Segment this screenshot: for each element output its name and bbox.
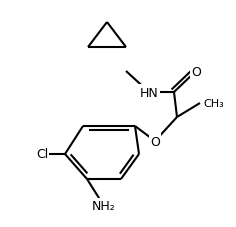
Text: HN: HN [140,86,158,99]
Text: Cl: Cl [36,148,48,161]
Text: O: O [191,65,201,78]
Text: NH₂: NH₂ [92,200,116,212]
Text: CH₃: CH₃ [203,99,224,109]
Text: O: O [150,135,160,148]
